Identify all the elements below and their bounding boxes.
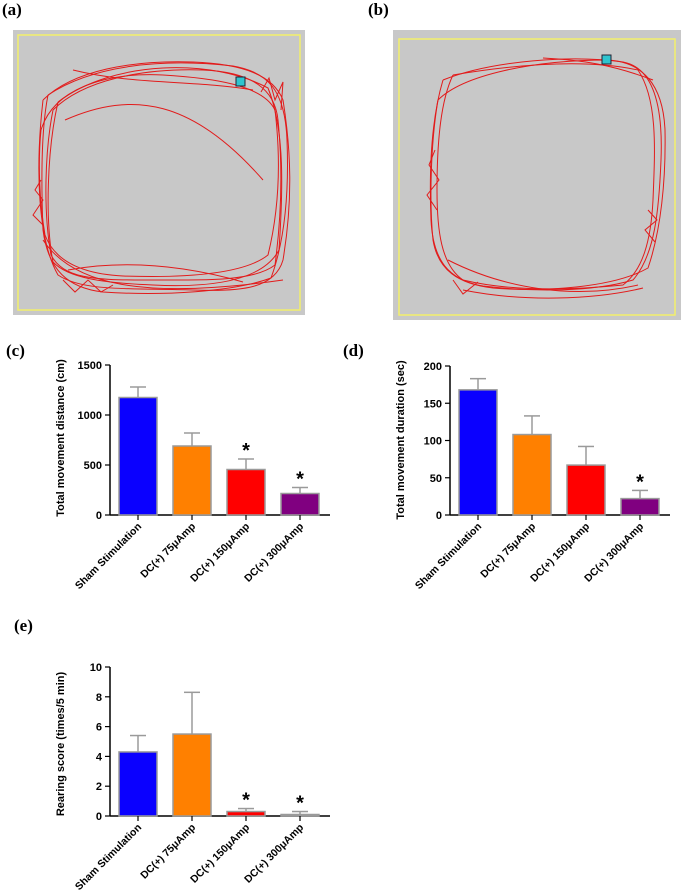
chart-d: Total movement duration (sec) 0 50 100 150 2…: [395, 360, 670, 592]
panel-label-e: (e): [14, 616, 33, 635]
chart-d-ytick-label-3: 150: [424, 398, 442, 410]
panel-label-c: (c): [6, 341, 25, 360]
chart-e-ytick-label-4: 8: [96, 692, 102, 704]
panel-label-d: (d): [343, 341, 364, 360]
chart-e-ytick-label-2: 4: [96, 751, 103, 763]
chart-d-ytick-label-2: 100: [424, 436, 442, 448]
chart-e-ylabel: Rearing score (times/5 min): [55, 672, 67, 817]
chart-d-ytick-label-0: 0: [436, 510, 442, 522]
arena-a-border: [17, 34, 301, 311]
chart-e-ytick-label-0: 0: [96, 811, 102, 823]
chart-e-category-label-3: DC(+) 300μAmp: [242, 822, 306, 886]
chart-d-bar-2: [566, 464, 606, 516]
chart-c-sig-2: *: [242, 440, 250, 462]
chart-e-ytick-label-5: 10: [90, 662, 102, 674]
arena-b-border: [398, 38, 676, 316]
chart-d-category-label-3: DC(+) 300μAmp: [582, 521, 646, 585]
chart-e: Rearing score (times/5 min) 0 2 4 6 8 10 Sham …: [55, 662, 330, 893]
arena-b-marker-icon: [601, 54, 612, 65]
chart-c-category-label-0: Sham Stimulation: [73, 521, 144, 592]
chart-e-ytick-label-1: 2: [96, 781, 102, 793]
arena-b-svg: [398, 38, 676, 316]
chart-d-sig-3: *: [636, 471, 644, 493]
chart-e-bar-1: [172, 733, 212, 817]
chart-d-bar-3: [620, 497, 660, 516]
chart-d-category-label-0: Sham Stimulation: [413, 521, 484, 592]
chart-c-bar-1: [172, 445, 212, 516]
chart-d-bar-1: [512, 433, 552, 516]
arena-b: [393, 30, 681, 320]
chart-c-ytick-label-2: 1000: [78, 410, 102, 422]
chart-e-category-label-1: DC(+) 75μAmp: [138, 822, 198, 882]
chart-e-bar-2: [226, 810, 266, 817]
chart-c-ytick-label-3: 1500: [78, 360, 102, 372]
arena-a: [13, 30, 305, 315]
chart-e-category-label-0: Sham Stimulation: [73, 822, 144, 893]
panel-label-a: (a): [2, 0, 22, 19]
chart-d-ytick-label-1: 50: [430, 473, 442, 485]
chart-e-sig-2: *: [242, 790, 250, 812]
chart-e-bar-0: [118, 751, 158, 817]
arena-b-track: [426, 57, 666, 299]
chart-d-category-label-1: DC(+) 75μAmp: [478, 521, 538, 581]
arena-a-svg: [17, 34, 301, 311]
chart-c-sig-3: *: [296, 469, 304, 491]
chart-d-ylabel: Total movement duration (sec): [395, 360, 407, 520]
chart-c-category-label-1: DC(+) 75μAmp: [138, 521, 198, 581]
chart-e-ytick-label-3: 6: [96, 722, 102, 734]
chart-c-ylabel: Total movement distance (cm): [55, 359, 67, 517]
chart-d-bar-0: [458, 389, 498, 516]
chart-c-category-label-3: DC(+) 300μAmp: [242, 521, 306, 585]
chart-c-ytick-label-1: 500: [84, 460, 102, 472]
panel-label-b: (b): [368, 0, 389, 19]
chart-c: Total movement distance (cm) 0 500 1000 150…: [55, 359, 330, 592]
chart-c-ytick-label-0: 0: [96, 510, 102, 522]
chart-e-bar-3: [280, 813, 320, 817]
arena-a-track: [32, 61, 291, 294]
arena-a-marker-icon: [235, 76, 246, 87]
chart-d-ytick-label-4: 200: [424, 361, 442, 373]
chart-c-bar-3: [280, 492, 320, 516]
chart-c-bar-0: [118, 396, 158, 516]
chart-e-sig-3: *: [296, 793, 304, 815]
chart-c-bar-2: [226, 468, 266, 516]
